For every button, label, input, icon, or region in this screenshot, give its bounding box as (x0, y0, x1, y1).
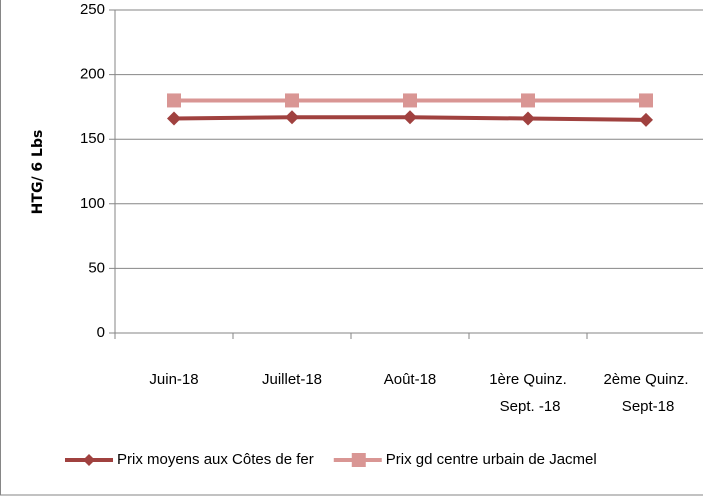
x-tick-label: Juin-18 (149, 371, 198, 388)
x-tick-label: 2ème Quinz. Sept-18 (603, 371, 688, 415)
data-point (521, 93, 535, 108)
data-point (285, 110, 299, 125)
legend-label: Prix gd centre urbain de Jacmel (386, 451, 597, 468)
data-point (167, 93, 181, 108)
y-tick-label: 100 (80, 195, 105, 212)
y-axis-label: HTG/ 6 Lbs (30, 130, 46, 215)
data-point (639, 93, 653, 108)
legend-marker (83, 454, 95, 466)
data-point (403, 93, 417, 108)
x-tick-label: 1ère Quinz. Sept. -18 (489, 371, 567, 415)
data-point (521, 111, 535, 126)
data-point (167, 111, 181, 126)
data-point (285, 93, 299, 108)
legend-label: Prix moyens aux Côtes de fer (117, 451, 314, 468)
legend-marker (351, 453, 366, 467)
x-tick-label: Août-18 (384, 371, 437, 388)
y-tick-label: 150 (80, 130, 105, 147)
data-point (639, 112, 653, 127)
data-point (403, 110, 417, 125)
x-tick-label: Juillet-18 (262, 371, 322, 388)
y-tick-label: 50 (88, 259, 105, 276)
y-tick-label: 0 (97, 324, 105, 341)
y-tick-label: 200 (80, 66, 105, 83)
y-tick-label: 250 (80, 1, 105, 18)
